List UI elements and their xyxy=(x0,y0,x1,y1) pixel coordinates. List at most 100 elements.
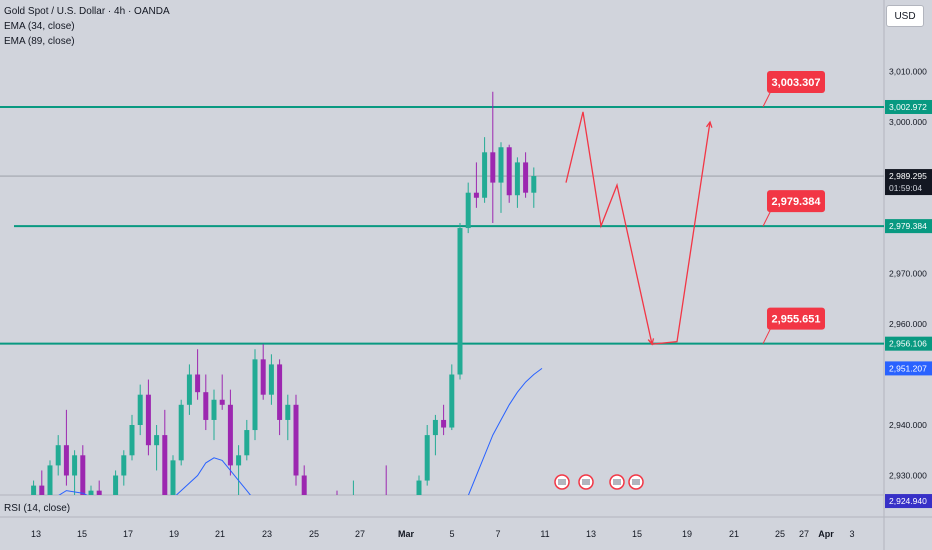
bar-countdown-text: 01:59:04 xyxy=(889,183,922,193)
candle-body xyxy=(359,506,364,516)
candle-body xyxy=(351,506,356,509)
candle-body xyxy=(473,192,479,198)
candle-body xyxy=(277,364,283,420)
x-tick-label: 3 xyxy=(849,529,854,539)
target-pointer xyxy=(762,209,772,227)
target-pointer xyxy=(762,327,772,344)
y-tick-label: 2,960.000 xyxy=(889,319,927,329)
x-tick-label: Apr xyxy=(818,529,834,539)
candle-body xyxy=(457,228,463,375)
candle-body xyxy=(105,511,110,514)
candle-body xyxy=(498,147,504,183)
candle-body xyxy=(482,152,488,198)
target-callout xyxy=(767,190,825,213)
us-flag-event-icon-stripes xyxy=(558,479,566,485)
level-price-tag xyxy=(885,99,932,114)
candle-body xyxy=(236,455,242,466)
candle-body xyxy=(47,465,53,495)
candle-body xyxy=(400,509,405,513)
ema-34-line xyxy=(58,457,251,495)
candle-body xyxy=(121,455,127,476)
ema-89-indicator[interactable]: EMA (89, close) xyxy=(4,36,75,47)
forecast-arrow-down xyxy=(647,338,655,346)
rsi-indicator-label[interactable]: RSI (14, close) xyxy=(4,503,71,514)
candle-body xyxy=(63,445,69,476)
candle-body xyxy=(129,425,135,456)
y-tick-label: 2,940.000 xyxy=(889,420,927,430)
currency-button[interactable]: USD xyxy=(886,5,924,27)
candle-body xyxy=(506,147,512,196)
x-tick-label: 13 xyxy=(586,529,596,539)
target-pointer xyxy=(762,90,772,108)
candle-body xyxy=(432,419,438,436)
target-callout xyxy=(767,70,825,93)
candle-body xyxy=(211,399,217,420)
candle-body xyxy=(244,430,250,456)
candle-body xyxy=(376,506,381,511)
candle-body xyxy=(408,506,413,516)
x-tick-label: 17 xyxy=(123,529,133,539)
candle-body xyxy=(72,455,78,476)
candle-body xyxy=(335,501,340,514)
x-tick-label: 11 xyxy=(540,529,549,539)
candle-body xyxy=(219,399,225,405)
ema-34-price-tag xyxy=(885,494,932,509)
x-tick-label: 7 xyxy=(495,529,500,539)
candle-body xyxy=(310,501,315,511)
ema-34-price-tag-text: 2,924.940 xyxy=(889,496,927,506)
candle-body xyxy=(523,162,529,193)
candle-body xyxy=(195,374,201,393)
x-tick-label: 19 xyxy=(169,529,179,539)
us-flag-event-icon-stripes xyxy=(613,479,621,485)
target-label: 2,979.384 xyxy=(772,196,822,208)
x-tick-label: 15 xyxy=(77,529,87,539)
candle-body xyxy=(154,435,160,446)
x-tick-label: Mar xyxy=(398,529,415,539)
y-tick-label: 2,930.000 xyxy=(889,471,927,481)
level-price-tag xyxy=(885,219,932,234)
ema-89-line xyxy=(467,367,543,495)
candle-body xyxy=(252,359,258,431)
ema-34-indicator[interactable]: EMA (34, close) xyxy=(4,21,75,32)
candle-body xyxy=(96,490,102,495)
candle-body xyxy=(55,445,61,466)
x-tick-label: 15 xyxy=(632,529,642,539)
level-price-tag-text: 2,979.384 xyxy=(889,221,927,231)
x-tick-label: 5 xyxy=(449,529,454,539)
us-flag-event-icon-stripes xyxy=(632,479,640,485)
x-tick-label: 13 xyxy=(31,529,41,539)
candle-body xyxy=(145,394,151,446)
candle-body xyxy=(113,475,119,495)
forecast-path xyxy=(565,111,711,345)
forecast-arrow-up xyxy=(705,120,713,128)
level-price-tag xyxy=(885,336,932,351)
ema-89-price-tag-text: 2,951.207 xyxy=(889,363,927,373)
price-axis[interactable] xyxy=(884,0,932,550)
ema-89-price-tag xyxy=(885,361,932,376)
candle-body xyxy=(441,419,447,428)
candle-body xyxy=(31,485,37,495)
candle-body xyxy=(531,176,537,193)
chart-legend: Gold Spot / U.S. Dollar · 4h · OANDA EMA… xyxy=(4,4,170,49)
target-label: 2,955.651 xyxy=(772,314,821,326)
candle-body xyxy=(260,359,266,395)
candle-body xyxy=(80,455,86,495)
candle-body xyxy=(88,490,94,495)
us-flag-event-icon-stripes xyxy=(582,479,590,485)
x-tick-label: 27 xyxy=(355,529,365,539)
candle-body xyxy=(343,508,348,513)
candle-body xyxy=(162,435,168,495)
x-tick-label: 21 xyxy=(215,529,225,539)
x-tick-label: 19 xyxy=(682,529,692,539)
candle-body xyxy=(318,511,323,516)
symbol-title[interactable]: Gold Spot / U.S. Dollar · 4h · OANDA xyxy=(4,6,170,17)
candle-body xyxy=(416,480,422,495)
x-tick-label: 27 xyxy=(799,529,809,539)
x-tick-label: 21 xyxy=(729,529,739,539)
plot-group: 3,003.307 2,979.384 2,955.651 xyxy=(0,70,884,516)
y-tick-label: 2,970.000 xyxy=(889,269,927,279)
candle-body xyxy=(203,392,209,420)
candle-body xyxy=(137,394,143,425)
